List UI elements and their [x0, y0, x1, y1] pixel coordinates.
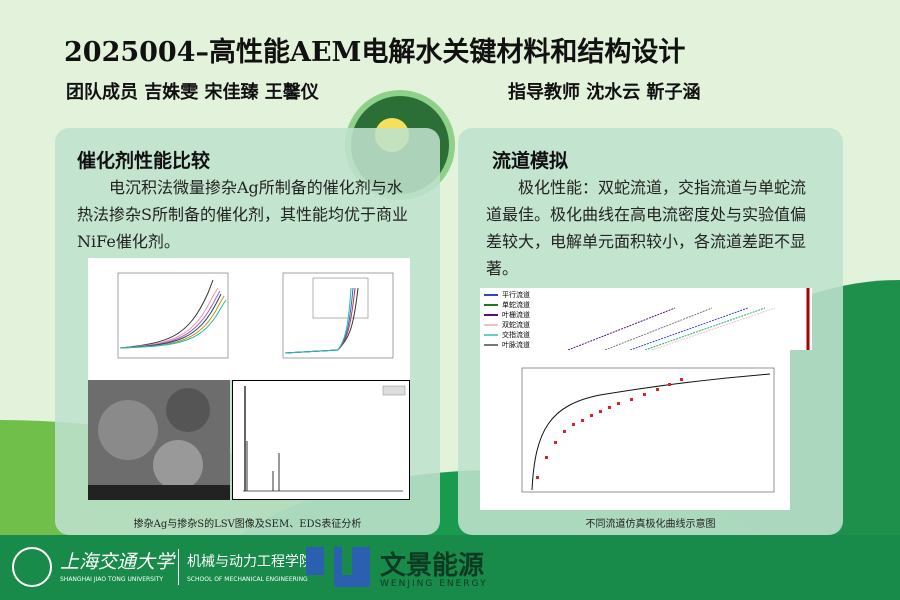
school-name-en: SCHOOL OF MECHANICAL ENGINEERING	[187, 576, 308, 583]
lsv-axes-right	[282, 272, 394, 359]
university-name: 上海交通大学	[60, 551, 175, 573]
panel-body: 极化性能：双蛇流道，交指流道与单蛇流道最佳。极化曲线在高电流密度处与实验值偏差较…	[486, 178, 807, 278]
polarization-curve-figure	[480, 350, 790, 510]
legend-item: 叶栅流道	[484, 310, 530, 320]
legend-item: 平行流道	[484, 290, 530, 300]
divider	[178, 549, 179, 585]
figure-caption: 掺杂Ag与掺杂S的LSV图像及SEM、EDS表征分析	[133, 519, 362, 530]
lsv-plots	[117, 272, 394, 359]
footer: 上海交通大学 SHANGHAI JIAO TONG UNIVERSITY 机械与…	[0, 535, 900, 600]
school-name: 机械与动力工程学院	[187, 554, 313, 570]
panel-title: 催化剂性能比较	[77, 150, 211, 172]
legend-item: 单蛇流道	[484, 300, 530, 310]
sponsor-name-en: WENJING ENERGY	[380, 579, 488, 589]
legend-item: 交指流道	[484, 330, 530, 340]
wenjing-logo-icon	[306, 547, 370, 587]
eds-spectrum	[232, 380, 410, 500]
sem-image	[88, 380, 230, 500]
polarization-lines-figure: 平行流道 单蛇流道 叶栅流道 双蛇流道 交指流道 叶脉流道	[480, 288, 812, 350]
university-name-en: SHANGHAI JIAO TONG UNIVERSITY	[60, 576, 164, 583]
sponsor-name: 文景能源	[380, 551, 485, 581]
figure-caption: 不同流道仿真极化曲线示意图	[585, 519, 716, 530]
sjtu-seal-icon	[12, 547, 52, 587]
panel-body: 电沉积法微量掺杂Ag所制备的催化剂与水热法掺杂S所制备的催化剂，其性能均优于商业…	[77, 178, 408, 251]
lsv-curves-left	[119, 279, 227, 349]
legend: 平行流道 单蛇流道 叶栅流道 双蛇流道 交指流道 叶脉流道	[484, 290, 530, 350]
legend-item: 双蛇流道	[484, 320, 530, 330]
lsv-curves-right	[284, 287, 359, 354]
panel-title: 流道模拟	[492, 150, 569, 172]
team-members: 团队成员 吉姝雯 宋佳臻 王馨仪	[66, 82, 319, 103]
experimental-points	[536, 378, 683, 479]
simulated-curve	[531, 373, 771, 491]
polarization-curve-plot	[521, 367, 775, 493]
advisors: 指导教师 沈水云 靳子涵	[508, 82, 701, 103]
lsv-figure	[88, 258, 410, 380]
sem-texture	[88, 388, 230, 500]
plot-axes	[521, 367, 775, 493]
legend-item: 叶脉流道	[484, 340, 530, 350]
flow-channel-panel: 流道模拟 极化性能：双蛇流道，交指流道与单蛇流道最佳。极化曲线在高电流密度处与实…	[458, 128, 843, 535]
poster-title: 2025004–高性能AEM电解水关键材料和结构设计	[64, 37, 686, 68]
eds-plot	[243, 385, 406, 492]
channel-lines	[567, 288, 810, 350]
lsv-inset	[312, 277, 369, 319]
lsv-axes-left	[117, 272, 229, 359]
catalyst-panel: 催化剂性能比较 电沉积法微量掺杂Ag所制备的催化剂与水热法掺杂S所制备的催化剂，…	[55, 128, 440, 535]
